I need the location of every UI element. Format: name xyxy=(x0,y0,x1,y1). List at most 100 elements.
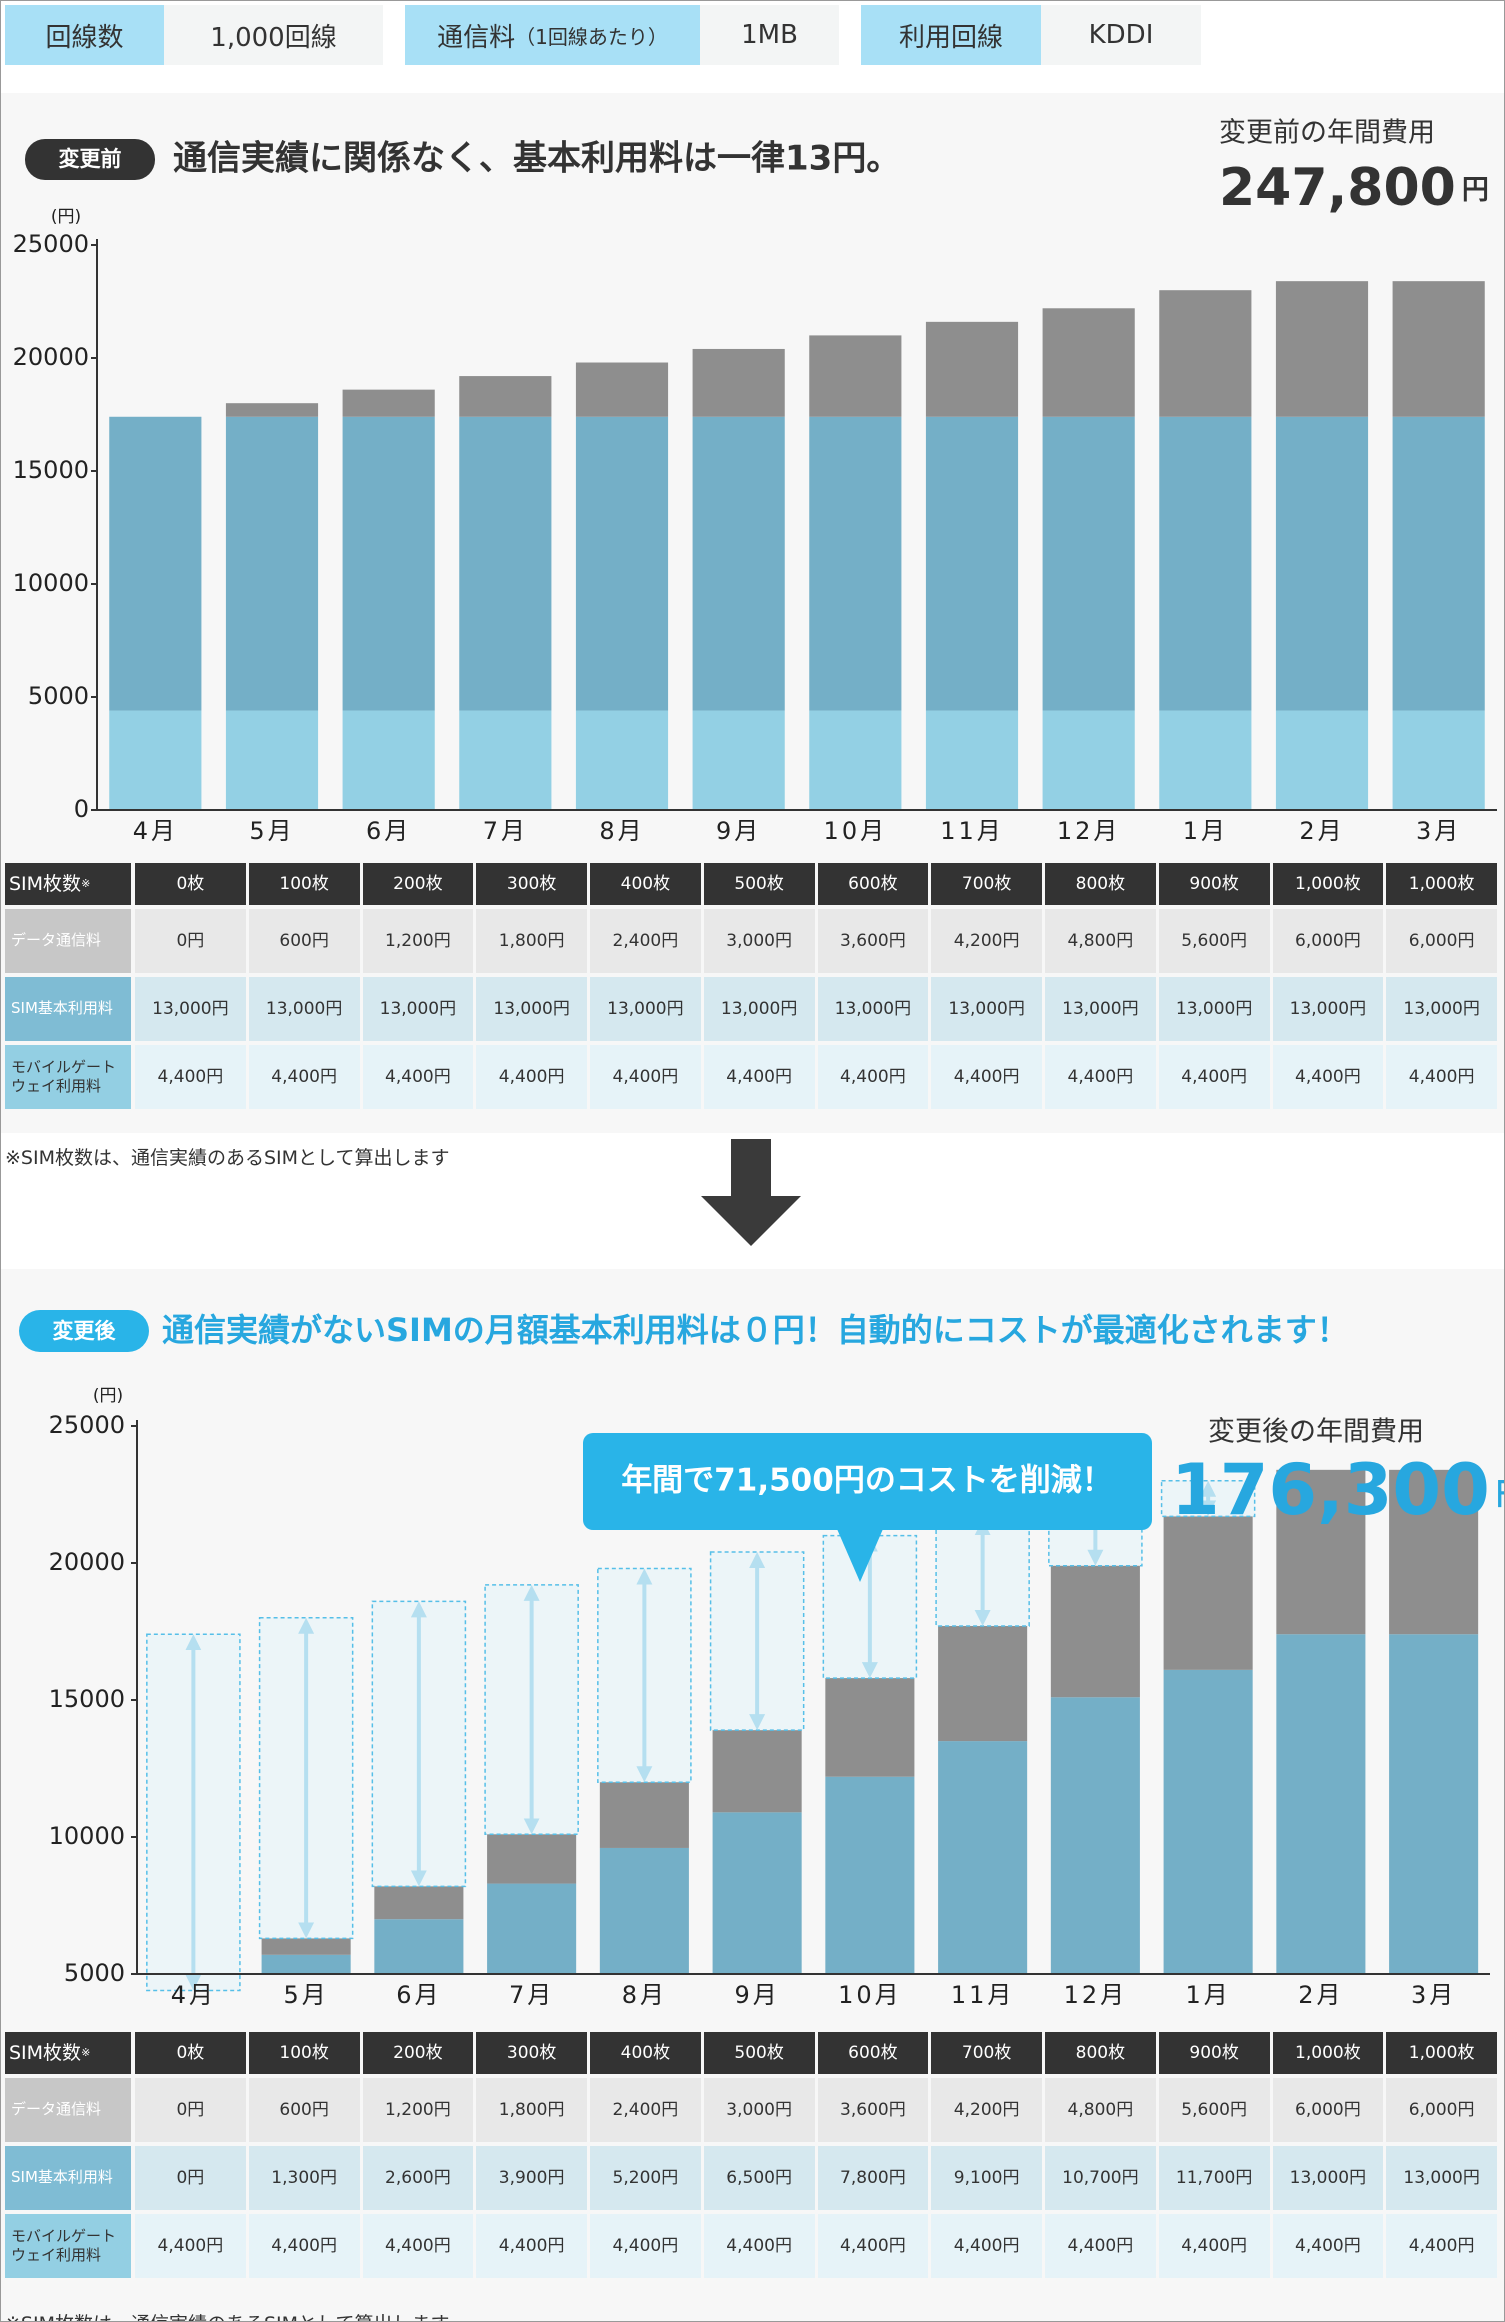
x-tick-label: 10月 xyxy=(838,1981,902,2009)
table-header-note: ※ xyxy=(81,2045,91,2059)
table-cell: 4,400円 xyxy=(931,2214,1042,2278)
table-cell: 3,900円 xyxy=(476,2146,587,2210)
table-header-text: SIM枚数 xyxy=(9,872,82,895)
bar-segment xyxy=(1159,710,1252,810)
table-header-cell: 700枚 xyxy=(931,863,1042,905)
table-cell: 4,400円 xyxy=(1386,1045,1497,1109)
table-cell: 13,000円 xyxy=(1045,977,1156,1041)
table-cell: 600円 xyxy=(248,909,360,973)
cost-unit: 円 xyxy=(1462,175,1489,206)
table-cell: 4,400円 xyxy=(1158,1045,1270,1109)
x-tick-label: 9月 xyxy=(734,1981,779,2009)
table-cell: 1,300円 xyxy=(248,2146,360,2210)
x-tick-label: 7月 xyxy=(483,817,528,845)
table-cell: 4,400円 xyxy=(476,1045,587,1109)
x-tick-label: 5月 xyxy=(249,817,294,845)
y-axis-label: (円) xyxy=(93,1386,123,1406)
table-header-cell: 0枚 xyxy=(135,863,246,905)
cost-unit: 円 xyxy=(1496,1477,1505,1512)
header-label-text: 通信料 xyxy=(437,22,516,53)
table-cell: 6,000円 xyxy=(1386,909,1497,973)
bar-segment xyxy=(575,416,669,711)
bar-segment xyxy=(1276,1469,1366,1635)
down-arrow xyxy=(701,1139,801,1246)
x-tick-label: 12月 xyxy=(1057,817,1121,845)
bar-segment xyxy=(459,416,552,711)
cost: 176,300円 xyxy=(1171,1449,1505,1531)
bar-segment xyxy=(225,403,319,417)
bar-segment xyxy=(712,1730,802,1813)
table-cell: 4,400円 xyxy=(135,1045,246,1109)
bars xyxy=(261,1469,1479,1974)
table-cell: 6,500円 xyxy=(703,2146,815,2210)
bar-segment xyxy=(1050,1697,1140,1974)
table-cell: 13,000円 xyxy=(1272,2146,1384,2210)
table-cell: 3,600円 xyxy=(817,2078,929,2142)
y-tick-label: 20000 xyxy=(13,343,89,371)
bar-segment xyxy=(575,362,669,417)
table-cell: 10,700円 xyxy=(1045,2146,1156,2210)
table-header-cell: 300枚 xyxy=(476,2032,587,2074)
x-tick-label: 6月 xyxy=(366,817,411,845)
table-cell: 4,400円 xyxy=(1045,2214,1156,2278)
table-header-cell: 500枚 xyxy=(703,2032,815,2074)
table-row-label: モバイルゲートウェイ利用料 xyxy=(5,2214,131,2278)
table-cell: 4,800円 xyxy=(1045,2078,1156,2142)
bar-segment xyxy=(109,710,202,810)
table-cell: 6,000円 xyxy=(1386,2078,1497,2142)
table-header-cell: 600枚 xyxy=(817,2032,929,2074)
table-cell: 4,400円 xyxy=(1045,1045,1156,1109)
table-header-cell: 1,000枚 xyxy=(1272,2032,1384,2074)
table-cell: 4,400円 xyxy=(248,1045,360,1109)
table-row-label: SIM基本利用料 xyxy=(5,977,131,1041)
table-header-cell: 800枚 xyxy=(1045,2032,1156,2074)
x-tick-label: 6月 xyxy=(396,1981,441,2009)
table-cell: 4,400円 xyxy=(590,1045,701,1109)
table-header-cell: 200枚 xyxy=(362,863,474,905)
cost-label: 変更後の年間費用 xyxy=(1208,1417,1424,1448)
y-tick-label: 5000 xyxy=(28,682,89,710)
bar-segment xyxy=(1042,710,1135,810)
table-header-cell: SIM枚数 ※ xyxy=(5,2032,131,2074)
badge-text: 変更後 xyxy=(53,1319,117,1343)
bar-segment xyxy=(1050,1565,1140,1698)
bar-segment xyxy=(1392,416,1485,711)
bar-segment xyxy=(487,1883,577,1974)
table-cell: 1,200円 xyxy=(362,909,474,973)
bar-segment xyxy=(825,1678,915,1777)
badge xyxy=(25,139,155,180)
footnote: ※SIM枚数は、通信実績のあるSIMとして算出します xyxy=(5,1147,450,1169)
bar-segment xyxy=(1163,1516,1253,1670)
bar-segment xyxy=(1275,416,1369,711)
callout-text: 年間で71,500円のコストを削減！ xyxy=(621,1463,1113,1499)
x-tick-label: 4月 xyxy=(133,817,178,845)
table-cell: 1,800円 xyxy=(476,909,587,973)
table-cell: 4,400円 xyxy=(931,1045,1042,1109)
bar-segment xyxy=(459,710,552,810)
cost: 247,800 円 xyxy=(1219,158,1489,218)
bar-segment xyxy=(809,335,902,417)
x-tick-label: 8月 xyxy=(599,817,644,845)
table-cell: 13,000円 xyxy=(1386,2146,1497,2210)
bar-segment xyxy=(1042,308,1135,417)
table-header-cell: 300枚 xyxy=(476,863,587,905)
table-cell: 4,800円 xyxy=(1045,909,1156,973)
table-cell: 4,200円 xyxy=(931,2078,1042,2142)
header-label: 回線数 xyxy=(5,5,164,65)
table-cell: 5,600円 xyxy=(1158,2078,1270,2142)
table-cell: 2,400円 xyxy=(590,909,701,973)
section-title: 通信実績がないSIMの月額基本利用料は０円！自動的にコストが最適化されます！ xyxy=(162,1311,1349,1349)
badge-text: 変更前 xyxy=(59,147,122,171)
y-tick-label: 15000 xyxy=(49,1685,125,1713)
cost-value: 176,300 xyxy=(1171,1449,1490,1531)
header-label: 利用回線 xyxy=(861,5,1041,65)
bar-segment xyxy=(925,710,1019,810)
y-tick-label: 0 xyxy=(74,795,89,823)
table-header-cell: 100枚 xyxy=(248,2032,360,2074)
bar-segment xyxy=(599,1782,689,1848)
table-cell: 2,400円 xyxy=(590,2078,701,2142)
bar-segment xyxy=(1389,1634,1479,1974)
table-cell: 6,000円 xyxy=(1272,909,1384,973)
table-cell: 13,000円 xyxy=(817,977,929,1041)
y-tick-label: 10000 xyxy=(13,569,89,597)
